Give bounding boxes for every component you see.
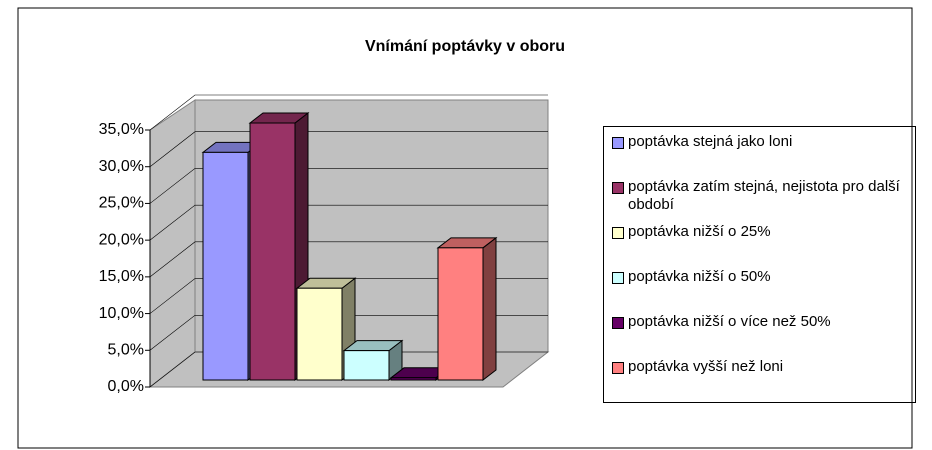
legend-item: poptávka stejná jako loni — [612, 133, 907, 178]
legend-swatch — [612, 317, 624, 329]
grid-line — [149, 204, 548, 241]
legend-swatch — [612, 182, 624, 194]
legend-label: poptávka vyšší než loni — [628, 358, 784, 375]
bar — [437, 247, 484, 381]
legend-label: poptávka nižší o 50% — [628, 268, 771, 285]
bar — [390, 377, 437, 381]
bar — [249, 122, 296, 381]
side-wall — [149, 99, 196, 389]
y-tick-label: 20,0% — [99, 231, 144, 248]
legend-label: poptávka stejná jako loni — [628, 133, 793, 150]
legend-label: poptávka nižší o 25% — [628, 223, 771, 240]
bar — [343, 350, 390, 381]
legend-swatch — [612, 272, 624, 284]
legend-label: poptávka zatím stejná, nejistota pro dal… — [628, 178, 900, 213]
legend-label: poptávka nižší o více než 50% — [628, 313, 831, 330]
grid-line — [149, 168, 548, 204]
y-tick-label: 10,0% — [99, 305, 144, 322]
grid-line — [149, 94, 548, 131]
y-tick-label: 30,0% — [99, 158, 144, 175]
grid-line — [149, 278, 548, 314]
grid-line — [149, 131, 548, 167]
y-tick-label: 0,0% — [108, 378, 144, 395]
legend-swatch — [612, 137, 624, 149]
legend-item: poptávka zatím stejná, nejistota pro dal… — [612, 178, 907, 223]
bar — [296, 287, 343, 381]
legend-swatch — [612, 362, 624, 374]
grid-line — [149, 314, 548, 351]
y-tick-label: 15,0% — [99, 268, 144, 285]
y-tick-label: 25,0% — [99, 195, 144, 212]
bar — [202, 151, 249, 381]
legend-item: poptávka nižší o 50% — [612, 268, 907, 313]
legend-item: poptávka nižší o více než 50% — [612, 313, 907, 358]
chart-title: Vnímání poptávky v oboru — [365, 38, 565, 55]
legend-item: poptávka vyšší než loni — [612, 358, 907, 403]
y-tick-label: 35,0% — [99, 121, 144, 138]
grid-line — [149, 241, 548, 278]
legend-swatch — [612, 227, 624, 239]
legend: poptávka stejná jako loni poptávka zatím … — [603, 126, 916, 403]
bar-side — [482, 236, 497, 382]
legend-item: poptávka nižší o 25% — [612, 223, 907, 268]
grid-line — [149, 351, 548, 388]
y-tick-label: 5,0% — [108, 342, 144, 359]
